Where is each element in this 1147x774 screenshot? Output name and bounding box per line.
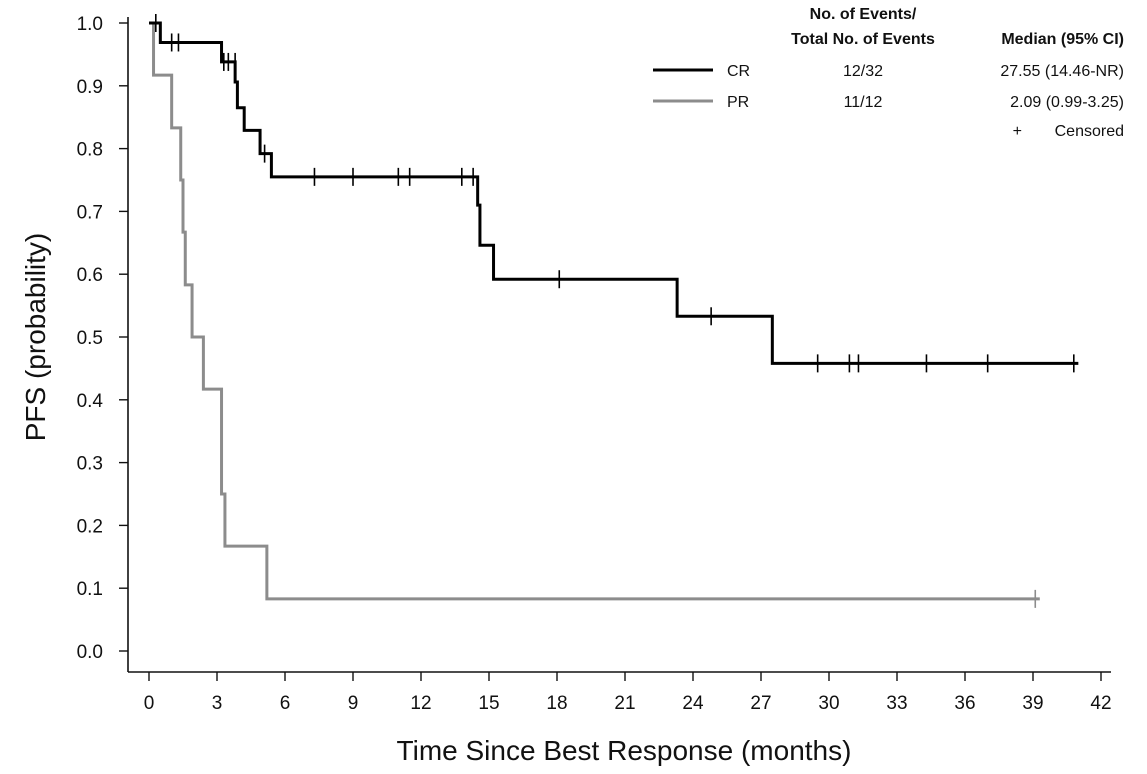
legend-header-median: Median (95% CI) xyxy=(1001,31,1124,48)
x-axis-title: Time Since Best Response (months) xyxy=(397,735,852,766)
x-tick-label: 15 xyxy=(478,693,499,714)
legend-median-cr: 27.55 (14.46-NR) xyxy=(1000,63,1124,80)
x-tick-label: 42 xyxy=(1090,693,1111,714)
y-tick-label: 0.3 xyxy=(77,454,103,475)
y-tick-label: 0.1 xyxy=(77,579,103,600)
y-tick-label: 1.0 xyxy=(77,14,103,35)
legend-censored-label: Censored xyxy=(1055,123,1124,140)
legend-events-pr: 11/12 xyxy=(844,94,883,111)
x-tick-label: 30 xyxy=(818,693,839,714)
axes: 0 3 6 9 12 15 18 21 24 27 30 33 36 39 42 0.00.10.20.30… xyxy=(77,14,1112,714)
x-tick-label: 39 xyxy=(1022,693,1043,714)
y-tick-label: 0.9 xyxy=(77,77,103,98)
legend: No. of Events/ Total No. of Events Media… xyxy=(653,6,1124,140)
x-tick-label: 36 xyxy=(954,693,975,714)
x-axis-ticks: 0 3 6 9 12 15 18 21 24 27 30 33 36 39 42 xyxy=(144,672,1112,714)
survival-curves xyxy=(149,14,1079,608)
y-tick-label: 0.5 xyxy=(77,328,103,349)
x-tick-label: 18 xyxy=(546,693,567,714)
y-tick-label: 0.8 xyxy=(77,140,103,161)
legend-median-pr: 2.09 (0.99-3.25) xyxy=(1010,94,1124,111)
legend-label-cr: CR xyxy=(727,63,750,80)
x-tick-label: 0 xyxy=(144,693,155,714)
y-tick-label: 0.7 xyxy=(77,202,103,223)
x-tick-label: 6 xyxy=(280,693,291,714)
curve-cr xyxy=(149,21,1079,365)
x-tick-label: 9 xyxy=(348,693,359,714)
x-tick-label: 24 xyxy=(682,693,704,714)
legend-header-events-line2: Total No. of Events xyxy=(791,31,935,48)
y-axis-title: PFS (probability) xyxy=(20,233,51,442)
y-axis-ticks: 0.0 0.1 0.2 0.3 0.4 0.5 0.6 0.7 0.8 0.9 1.0 xyxy=(77,14,128,663)
legend-events-cr: 12/32 xyxy=(843,63,883,80)
y-tick-label: 0.0 xyxy=(77,642,103,663)
y-tick-label: 0.4 xyxy=(77,391,104,412)
legend-label-pr: PR xyxy=(727,94,749,111)
x-tick-label: 21 xyxy=(614,693,635,714)
x-tick-label: 12 xyxy=(410,693,431,714)
legend-censored-symbol: + xyxy=(1013,123,1022,140)
x-tick-label: 27 xyxy=(750,693,771,714)
legend-header-events-line1: No. of Events/ xyxy=(810,6,917,23)
y-tick-label: 0.2 xyxy=(77,516,103,537)
x-tick-label: 33 xyxy=(886,693,907,714)
x-tick-label: 3 xyxy=(212,693,223,714)
y-tick-label: 0.6 xyxy=(77,265,103,286)
curve-pr xyxy=(149,21,1040,601)
